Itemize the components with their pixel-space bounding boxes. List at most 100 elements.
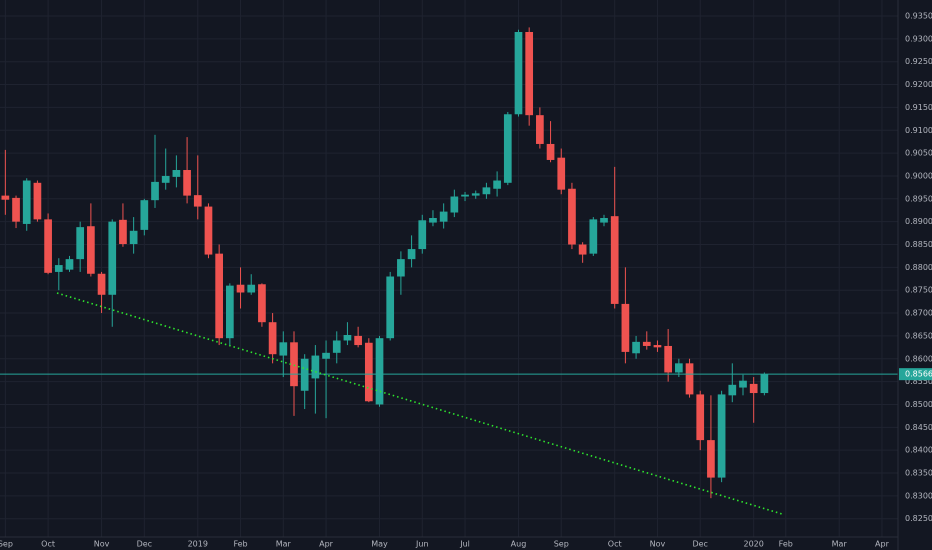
candles — [0, 27, 898, 499]
candle-body — [749, 383, 758, 394]
candle-body — [22, 180, 31, 224]
candle-body — [54, 265, 63, 272]
candle-body — [258, 284, 266, 323]
candle-body — [589, 219, 598, 254]
candle-body — [76, 227, 85, 260]
candle-body — [621, 303, 630, 352]
candle-body — [642, 341, 651, 346]
candle-body — [332, 340, 341, 353]
x-tick-label: Feb — [233, 540, 247, 549]
candle-body — [65, 259, 74, 270]
x-tick-label: Jul — [459, 540, 470, 549]
x-tick-label: Apr — [875, 540, 890, 549]
candle-body — [728, 384, 737, 396]
candle-body — [461, 194, 469, 197]
candle-body — [653, 345, 662, 348]
candle-body — [471, 193, 480, 196]
candle-body — [193, 195, 202, 207]
candle-body — [151, 181, 159, 201]
candle-body — [161, 175, 170, 183]
candle-body — [290, 342, 298, 387]
x-tick-label: May — [371, 540, 388, 549]
candle-body — [407, 249, 416, 260]
candle-body — [493, 180, 501, 189]
candle-body — [108, 221, 117, 295]
candle-body — [429, 217, 437, 223]
x-tick-label: Mar — [276, 540, 292, 549]
candle-body — [204, 206, 213, 255]
candle-body — [97, 273, 106, 295]
last-price-label: 0.85663 — [905, 370, 932, 379]
x-tick-label: Mar — [832, 540, 848, 549]
candle-body — [568, 188, 576, 245]
x-tick-label: 2020 — [743, 540, 763, 549]
candle-body — [685, 363, 694, 395]
candle-body — [300, 358, 309, 391]
x-tick-label: Sep — [0, 540, 13, 549]
candle-body — [546, 143, 555, 160]
candle-body — [322, 352, 330, 359]
candle-body — [557, 157, 566, 190]
candle-body — [632, 341, 640, 354]
candle-body — [600, 217, 608, 223]
candle-body — [536, 115, 544, 144]
candle-body — [386, 276, 395, 339]
candle-body — [578, 244, 587, 255]
candle-body — [739, 380, 747, 388]
candle-body — [183, 170, 191, 196]
x-tick-label: 2019 — [188, 540, 208, 549]
candle-body — [760, 374, 769, 394]
x-tick-label: Dec — [692, 540, 707, 549]
last-price-box — [899, 368, 932, 381]
candle-body — [140, 200, 149, 230]
candle-body — [33, 182, 42, 220]
candle-body — [664, 345, 673, 373]
candle-body — [129, 230, 138, 245]
candle-body — [247, 284, 256, 293]
trend-line — [56, 292, 783, 515]
candle-body — [482, 187, 491, 195]
x-tick-label: Nov — [650, 540, 666, 549]
candle-body — [119, 219, 127, 245]
x-tick-label: Aug — [511, 540, 527, 549]
candle-body — [439, 211, 448, 222]
candle-body — [717, 394, 726, 478]
candle-body — [375, 338, 384, 405]
candle-body — [343, 334, 352, 341]
candle-body — [397, 259, 405, 277]
x-tick-label: Nov — [94, 540, 110, 549]
candle-body — [87, 226, 95, 274]
candle-body — [354, 335, 362, 346]
candle-body — [1, 195, 10, 200]
candle-body — [44, 219, 52, 273]
candle-body — [311, 355, 320, 379]
candle-body — [364, 342, 373, 402]
candle-body — [525, 31, 534, 116]
candle-body — [696, 394, 705, 441]
candle-body — [418, 220, 427, 250]
candle-body — [12, 197, 20, 222]
candle-body — [225, 285, 234, 339]
x-tick-label: Dec — [137, 540, 152, 549]
y-tick-label: 0.93500 — [905, 11, 932, 20]
